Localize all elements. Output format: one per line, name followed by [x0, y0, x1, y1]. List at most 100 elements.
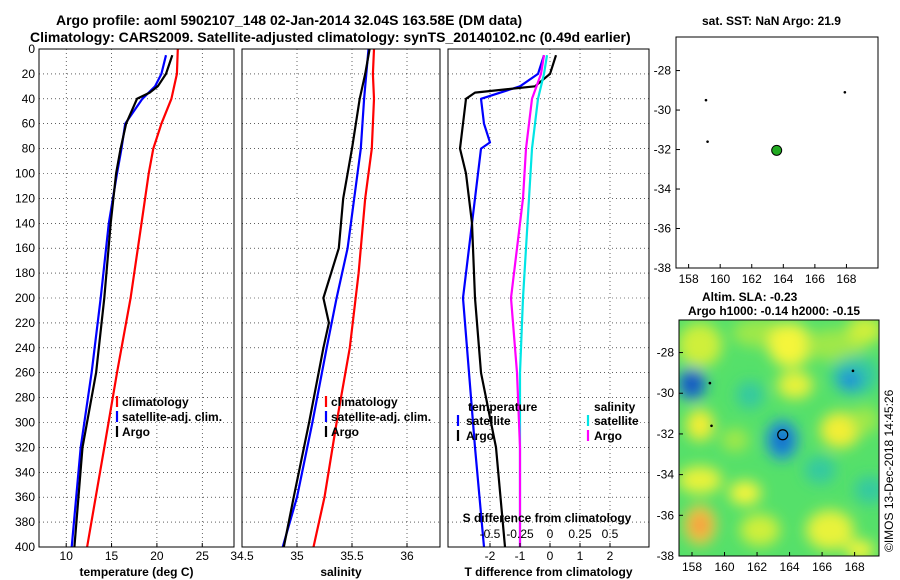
axes-frames	[38, 36, 880, 557]
map-x-tick-label: 160	[715, 560, 735, 574]
credit-text: ©IMOS 13-Dec-2018 14:45:26	[882, 389, 896, 552]
y-tick-label: 260	[15, 366, 35, 380]
y-tick-label: 180	[15, 266, 35, 280]
y-tick-label: 60	[22, 117, 36, 131]
series-line-argo	[73, 54, 174, 547]
y-tick-label: 200	[15, 291, 35, 305]
x-tick-label: 10	[60, 549, 74, 563]
y-tick-label: 40	[22, 92, 36, 106]
map-point-marker	[708, 381, 712, 385]
x-tick-label: 0	[547, 549, 554, 563]
x2-tick-label: -0.5	[480, 527, 501, 541]
sst-map-title: sat. SST: NaN Argo: 21.9	[702, 14, 841, 28]
legend-label: climatology	[331, 395, 398, 409]
x-tick-label: 20	[150, 549, 164, 563]
legend-label: climatology	[122, 395, 189, 409]
legend-title: salinity	[594, 400, 636, 414]
map-x-tick-label: 160	[710, 272, 730, 286]
y-tick-label: 100	[15, 167, 35, 181]
y-tick-label: 280	[15, 391, 35, 405]
x-tick-label: -1	[515, 549, 526, 563]
x-tick-label: 2	[607, 549, 614, 563]
y-tick-label: 400	[15, 540, 35, 554]
x-tick-label: 36	[400, 549, 414, 563]
map-y-tick-label: -38	[654, 261, 672, 275]
y-tick-label: 300	[15, 416, 35, 430]
series-line-t-argo	[458, 54, 558, 547]
map-point-marker	[710, 424, 713, 428]
y-tick-label: 240	[15, 341, 35, 355]
map-point-marker	[851, 369, 855, 373]
x-axis-label: temperature (deg C)	[79, 565, 193, 579]
map-y-tick-label: -32	[657, 427, 675, 441]
y-tick-label: 20	[22, 67, 36, 81]
map-x-tick-label: 158	[682, 560, 702, 574]
map-x-tick-label: 166	[812, 560, 832, 574]
y-tick-label: 140	[15, 216, 35, 230]
map-x-tick-label: 166	[805, 272, 825, 286]
x-axis-label: T difference from climatology	[464, 565, 632, 579]
sst-map-frame	[675, 36, 879, 269]
map-x-tick-label: 164	[773, 272, 793, 286]
legend-label: satellite-adj. clim.	[122, 410, 222, 424]
legend-label: Argo	[331, 425, 359, 439]
x-tick-label: 25	[196, 549, 210, 563]
y-tick-label: 320	[15, 440, 35, 454]
legend-title: temperature	[468, 400, 538, 414]
legend-label: Argo	[122, 425, 150, 439]
x2-tick-label: 0	[547, 527, 554, 541]
map-y-tick-label: -34	[654, 182, 672, 196]
map-y-tick-label: -36	[654, 222, 672, 236]
y-tick-label: 120	[15, 191, 35, 205]
map-point-marker	[706, 140, 709, 143]
map-x-tick-label: 164	[780, 560, 800, 574]
sla-map-title-line1: Altim. SLA: -0.23	[702, 290, 798, 304]
sla-heatmap	[679, 320, 879, 556]
map-x-tick-label: 168	[845, 560, 865, 574]
x2-axis-label: S difference from climatology	[463, 511, 632, 525]
series-line-satellite-adj-clim-	[281, 49, 370, 547]
map-y-tick-label: -28	[654, 64, 672, 78]
y-tick-label: 360	[15, 490, 35, 504]
x-axis-label: salinity	[320, 565, 362, 579]
x-tick-label: -2	[485, 549, 496, 563]
x-tick-label: 35.5	[340, 549, 364, 563]
x2-tick-label: -0.25	[506, 527, 534, 541]
y-tick-label: 380	[15, 515, 35, 529]
series-line-argo	[282, 49, 371, 547]
x-tick-label: 15	[105, 549, 119, 563]
y-tick-label: 80	[22, 142, 36, 156]
series-line-climatology	[86, 49, 179, 547]
series-line-s-satellite	[518, 55, 549, 547]
map-x-tick-label: 158	[679, 272, 699, 286]
map-x-tick-label: 162	[742, 272, 762, 286]
legend-label: satellite	[466, 414, 511, 428]
x-tick-label: 34.5	[230, 549, 254, 563]
x2-tick-label: 0.5	[602, 527, 619, 541]
figure-title-line1: Argo profile: aoml 5902107_148 02-Jan-20…	[56, 12, 523, 28]
sla-map-title-line2: Argo h1000: -0.14 h2000: -0.15	[688, 304, 861, 318]
panel-frame-3	[447, 48, 650, 548]
map-point-marker	[843, 90, 847, 94]
x-tick-label: 35	[290, 549, 304, 563]
map-y-tick-label: -36	[657, 508, 675, 522]
map-point-marker	[704, 98, 708, 102]
y-tick-label: 160	[15, 241, 35, 255]
x2-tick-label: 0.25	[568, 527, 592, 541]
legend-label: satellite-adj. clim.	[331, 410, 431, 424]
data-layer	[70, 49, 855, 547]
series-line-s-argo	[509, 55, 546, 547]
legend-label: Argo	[466, 429, 494, 443]
map-y-tick-label: -38	[657, 549, 675, 563]
map-x-tick-label: 162	[747, 560, 767, 574]
map-y-tick-label: -30	[654, 103, 672, 117]
map-x-tick-label: 168	[836, 272, 856, 286]
sla-map-frame	[678, 319, 880, 557]
x-tick-label: 1	[577, 549, 584, 563]
panel-frame-1	[38, 48, 235, 548]
series-line-climatology	[312, 49, 376, 547]
y-tick-label: 0	[28, 42, 35, 56]
series-line-t-satellite	[461, 54, 546, 547]
